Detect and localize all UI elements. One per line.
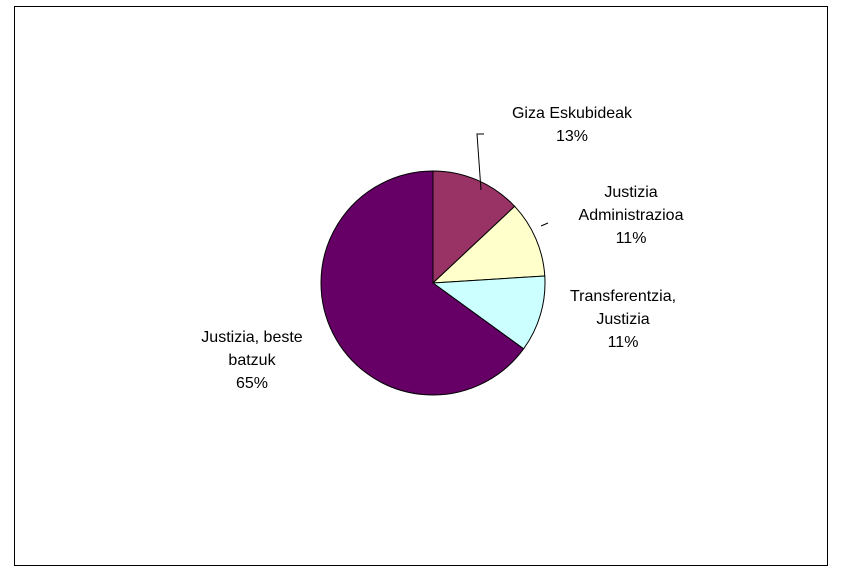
pie-slice-4 bbox=[320, 170, 525, 396]
pie-slice-2 bbox=[431, 205, 546, 284]
slice-name-label-2: Justizia bbox=[604, 184, 657, 201]
slice-percent-label-1: 13% bbox=[556, 128, 588, 145]
slice-percent-label-2: 11% bbox=[616, 230, 647, 247]
slice-percent-label-3: 11% bbox=[608, 334, 639, 351]
slice-percent-label-4: 65% bbox=[236, 375, 268, 392]
slice-name-label-4: Justizia, beste bbox=[201, 329, 302, 346]
slice-labels: Giza Eskubideak 13% Justizia Administrazioa… bbox=[201, 105, 683, 392]
slice-name-label-4: batzuk bbox=[228, 352, 276, 369]
leader-lines bbox=[476, 133, 549, 227]
pie-slice-1 bbox=[432, 170, 516, 285]
slice-name-label-2: Administrazioa bbox=[579, 207, 684, 224]
leader-line-2 bbox=[540, 222, 549, 227]
pie-chart: Giza Eskubideak 13% Justizia Administrazioa… bbox=[201, 105, 684, 396]
slice-name-label-3: Justizia bbox=[596, 311, 649, 328]
slice-name-label-3: Transferentzia, bbox=[570, 288, 676, 305]
leader-line-1 bbox=[476, 133, 484, 191]
slice-name-label-1: Giza Eskubideak bbox=[512, 105, 633, 122]
pie-slice-3 bbox=[431, 275, 546, 350]
pie-slices bbox=[320, 170, 546, 396]
